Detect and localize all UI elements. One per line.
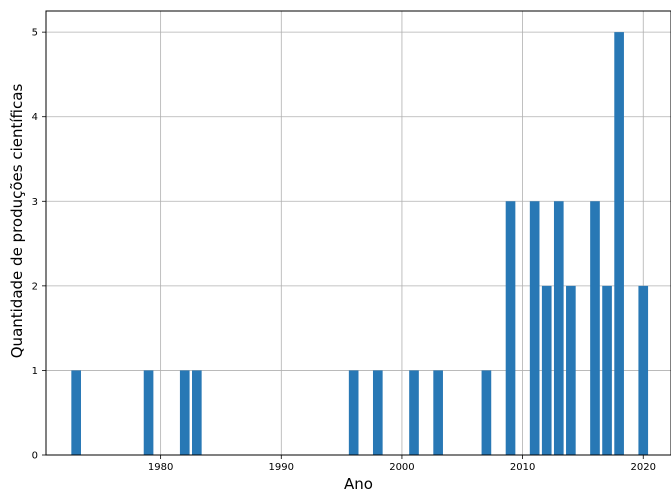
bar-1983 <box>191 370 202 455</box>
bar-2016 <box>590 201 600 455</box>
y-tick-label: 5 <box>32 28 38 39</box>
x-tick-label: 2020 <box>631 462 656 473</box>
bar-2001 <box>409 370 419 455</box>
bar-2018 <box>614 32 624 456</box>
bar-2014 <box>566 285 576 455</box>
bar-2013 <box>553 201 564 455</box>
x-tick-label: 1990 <box>269 462 294 473</box>
bar-1973 <box>71 370 81 455</box>
y-axis-title: Quantidade de produções científicas <box>8 84 26 359</box>
bar-1998 <box>372 370 383 455</box>
y-tick-label: 0 <box>32 451 38 462</box>
bar-2020 <box>638 285 649 455</box>
bar-1979 <box>143 370 154 455</box>
x-tick-label: 1980 <box>148 462 173 473</box>
bar-1996 <box>348 370 359 455</box>
ticks: 1980 1990 2000 2010 2020 0 1 2 3 4 5 <box>32 28 656 473</box>
bar-2011 <box>529 201 540 455</box>
y-tick-label: 3 <box>32 197 38 208</box>
x-axis-title: Ano <box>344 475 373 490</box>
y-tick-label: 2 <box>32 281 38 292</box>
x-tick-label: 2000 <box>389 462 414 473</box>
x-tick-label: 2010 <box>510 462 535 473</box>
bar-2007 <box>481 370 492 455</box>
plot-frame <box>45 10 671 456</box>
bar-2009 <box>505 201 516 455</box>
bar-2017 <box>602 285 612 455</box>
bars <box>71 32 649 456</box>
bar-2012 <box>541 285 552 455</box>
bar-2003 <box>433 370 443 455</box>
y-tick-label: 1 <box>32 366 38 377</box>
y-tick-label: 4 <box>32 112 38 123</box>
bar-1982 <box>179 370 190 455</box>
